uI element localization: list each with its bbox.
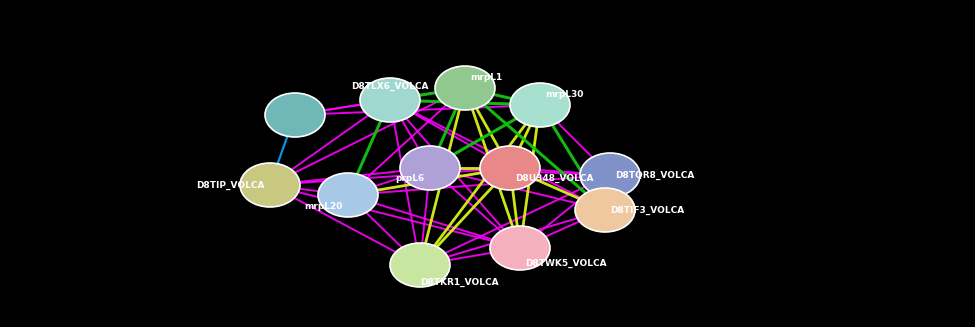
- Ellipse shape: [480, 146, 540, 190]
- Text: D8TQR8_VOLCA: D8TQR8_VOLCA: [615, 170, 694, 180]
- Text: D8U348_VOLCA: D8U348_VOLCA: [515, 174, 594, 183]
- Text: D8TWK5_VOLCA: D8TWK5_VOLCA: [525, 259, 606, 268]
- Text: D8TIP_VOLCA: D8TIP_VOLCA: [197, 181, 265, 190]
- Text: D8TIF3_VOLCA: D8TIF3_VOLCA: [610, 205, 684, 215]
- Text: mrpL20: mrpL20: [304, 202, 343, 211]
- Ellipse shape: [360, 78, 420, 122]
- Ellipse shape: [580, 153, 640, 197]
- Ellipse shape: [390, 243, 450, 287]
- Ellipse shape: [318, 173, 378, 217]
- Ellipse shape: [265, 93, 325, 137]
- Text: mrpL1: mrpL1: [470, 73, 502, 82]
- Text: D8TKR1_VOLCA: D8TKR1_VOLCA: [420, 278, 498, 287]
- Ellipse shape: [575, 188, 635, 232]
- Ellipse shape: [435, 66, 495, 110]
- Ellipse shape: [510, 83, 570, 127]
- Text: prpL6: prpL6: [396, 174, 425, 183]
- Ellipse shape: [240, 163, 300, 207]
- Text: D8TLX6_VOLCA: D8TLX6_VOLCA: [351, 82, 429, 91]
- Text: mrpL30: mrpL30: [545, 90, 583, 99]
- Ellipse shape: [490, 226, 550, 270]
- Ellipse shape: [400, 146, 460, 190]
